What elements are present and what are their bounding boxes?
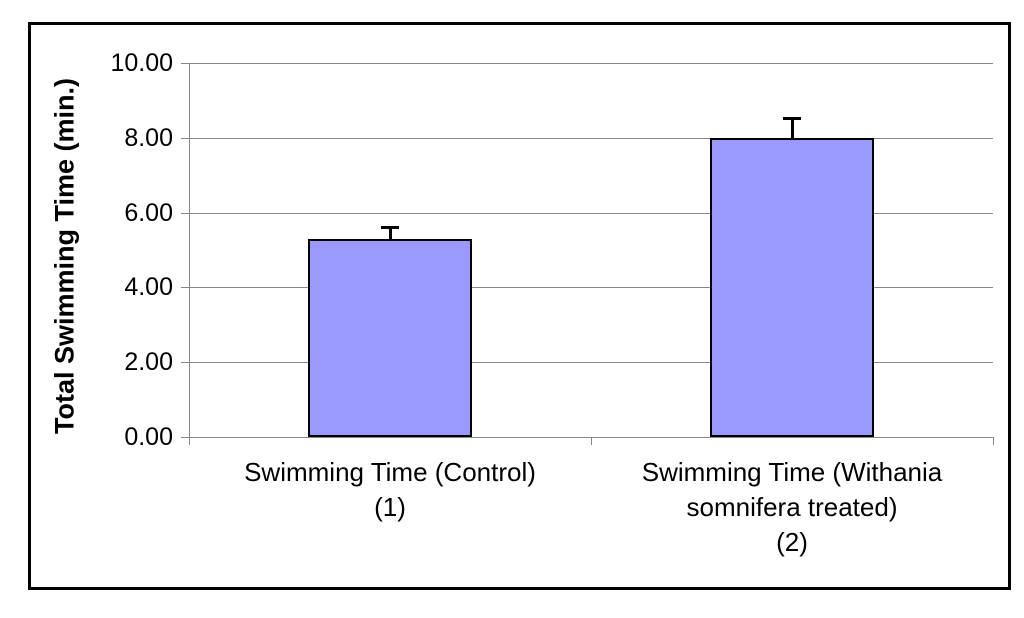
x-axis-tick <box>591 437 592 445</box>
x-category-label: Swimming Time (Control) (1) <box>244 457 536 522</box>
x-axis-tick <box>993 437 994 445</box>
y-axis-tick <box>181 437 189 438</box>
horizontal-gridline <box>189 138 993 139</box>
y-axis-tick <box>181 213 189 214</box>
y-axis-tick <box>181 362 189 363</box>
y-tick-label: 0.00 <box>124 423 173 451</box>
y-tick-label: 6.00 <box>124 199 173 227</box>
y-axis-tick <box>181 63 189 64</box>
y-axis-line <box>189 63 190 445</box>
y-tick-label: 10.00 <box>110 49 173 77</box>
y-axis-tick <box>181 287 189 288</box>
bar <box>308 239 472 437</box>
error-bar-cap <box>381 226 399 229</box>
horizontal-gridline <box>189 63 993 64</box>
bar <box>710 138 874 437</box>
y-tick-label: 2.00 <box>124 348 173 376</box>
x-category-label: Swimming Time (Withania somnifera treate… <box>641 457 943 557</box>
y-axis-tick <box>181 138 189 139</box>
error-bar-stem <box>791 119 794 138</box>
y-tick-label: 4.00 <box>124 273 173 301</box>
y-tick-label: 8.00 <box>124 124 173 152</box>
horizontal-gridline <box>189 213 993 214</box>
horizontal-gridline <box>189 362 993 363</box>
horizontal-gridline <box>189 287 993 288</box>
error-bar-stem <box>389 228 392 239</box>
error-bar-cap <box>783 117 801 120</box>
